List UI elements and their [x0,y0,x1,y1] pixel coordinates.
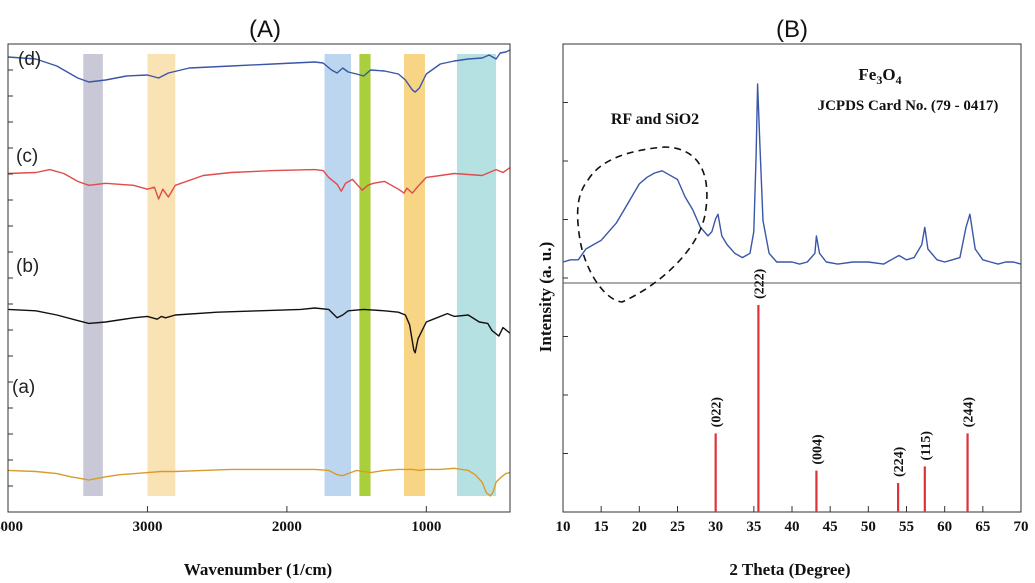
ftir-trace-a [7,467,511,497]
xrd-x-tick-label-55: 55 [899,519,914,535]
phase-formula: Fe3O4 [858,65,901,87]
xrd-x-tick-label-20: 20 [632,519,647,535]
xrd-x-tick-label-70: 70 [1014,519,1029,535]
xrd-x-tick-label-15: 15 [594,519,609,535]
ftir-x-ticks: 4000 3000 2000 1000 [0,506,441,535]
xrd-pattern-group [562,83,1022,265]
xrd-x-tick-label-30: 30 [708,519,723,535]
ftir-trace-d [7,49,511,93]
reference-peak-label-0: (022) [710,397,725,428]
reference-peak-label-5: (244) [962,397,977,428]
reference-peak-label-4: (115) [919,431,934,461]
trace-label-a: (a) [12,377,35,398]
xrd-x-tick-label-25: 25 [670,519,685,535]
highlight-band-1 [147,54,176,496]
xrd-x-tick-label-60: 60 [937,519,952,535]
panel-a-title: (A) [249,16,281,43]
amorphous-region-outline [576,146,708,303]
xrd-x-tick-label-50: 50 [861,519,876,535]
xrd-x-axis-label: 2 Theta (Degree) [729,560,850,579]
highlight-band-4 [404,54,425,496]
panel-b-title: (B) [776,16,808,43]
jcpds-card-label: JCPDS Card No. (79 - 0417) [818,98,999,114]
trace-label-d: (d) [18,49,41,70]
xrd-x-tick-label-35: 35 [746,519,761,535]
ftir-trace-c [7,167,511,200]
ftir-chart: 4000 3000 2000 1000 (d) (c) (b) (a) Wavenum… [0,43,511,579]
xrd-x-tick-label-10: 10 [556,519,571,535]
amorphous-region-label: RF and SiO2 [611,111,699,128]
xrd-x-ticks: 10 15 20 25 30 35 40 45 50 55 60 65 70 [556,506,1029,535]
reference-peaks: (022) (222) (004) (224) (115) (244) [710,268,977,512]
xrd-chart: 10 15 20 25 30 35 40 45 50 55 60 65 70 (022) (222) (00… [536,43,1029,579]
highlight-band-0 [83,54,103,496]
highlight-band-2 [324,54,352,496]
ftir-x-tick-label-3000: 3000 [132,519,162,535]
xrd-x-tick-label-65: 65 [975,519,990,535]
ftir-x-tick-label-1000: 1000 [411,519,441,535]
xrd-pattern-line [562,83,1022,265]
ftir-x-tick-label-2000: 2000 [272,519,302,535]
ftir-y-ticks [8,69,13,487]
highlight-band-3 [359,54,371,496]
trace-label-b: (b) [16,256,39,277]
reference-peak-label-1: (222) [752,268,767,299]
reference-peak-label-2: (004) [810,434,825,465]
ftir-series-group [7,49,511,497]
xrd-y-ticks [563,102,568,454]
xrd-y-axis-label: Intensity (a. u.) [536,242,555,353]
ftir-trace-b [7,307,511,354]
highlight-band-5 [457,54,497,496]
xrd-x-tick-label-45: 45 [823,519,838,535]
ftir-x-tick-label-4000: 4000 [0,519,23,535]
reference-peak-label-3: (224) [892,446,907,477]
highlight-bands [83,54,497,496]
ftir-x-axis-label: Wavenumber (1/cm) [184,560,332,579]
trace-label-c: (c) [16,146,38,167]
xrd-x-tick-label-40: 40 [785,519,800,535]
